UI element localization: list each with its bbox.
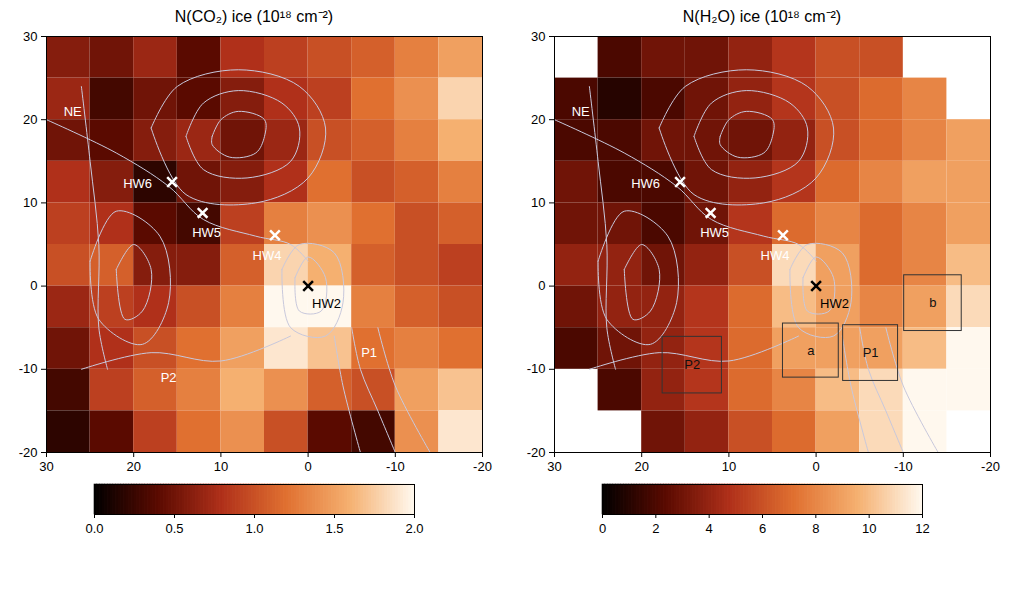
svg-text:P2: P2 bbox=[161, 370, 177, 385]
svg-text:HW4: HW4 bbox=[761, 248, 790, 263]
svg-text:P1: P1 bbox=[361, 345, 377, 360]
svg-text:b: b bbox=[929, 295, 936, 310]
svg-text:HW2: HW2 bbox=[312, 296, 341, 311]
svg-text:0: 0 bbox=[812, 459, 819, 474]
svg-text:12: 12 bbox=[915, 521, 929, 536]
svg-text:-10: -10 bbox=[894, 459, 913, 474]
svg-text:-20: -20 bbox=[527, 445, 546, 460]
svg-text:2: 2 bbox=[652, 521, 659, 536]
svg-text:NE: NE bbox=[64, 104, 82, 119]
svg-text:8: 8 bbox=[812, 521, 819, 536]
svg-text:10: 10 bbox=[23, 195, 37, 210]
svg-text:a: a bbox=[807, 343, 815, 358]
svg-text:P1: P1 bbox=[863, 345, 879, 360]
svg-text:-20: -20 bbox=[473, 459, 492, 474]
svg-text:10: 10 bbox=[862, 521, 876, 536]
svg-text:20: 20 bbox=[531, 112, 545, 127]
svg-text:-10: -10 bbox=[527, 361, 546, 376]
svg-text:4: 4 bbox=[706, 521, 713, 536]
svg-text:0: 0 bbox=[599, 521, 606, 536]
svg-text:-20: -20 bbox=[19, 445, 38, 460]
svg-text:2.0: 2.0 bbox=[405, 521, 423, 536]
svg-text:0: 0 bbox=[538, 278, 545, 293]
svg-text:6: 6 bbox=[759, 521, 766, 536]
svg-text:1.0: 1.0 bbox=[245, 521, 263, 536]
svg-text:10: 10 bbox=[531, 195, 545, 210]
svg-text:0.0: 0.0 bbox=[85, 521, 103, 536]
svg-text:0.5: 0.5 bbox=[165, 521, 183, 536]
svg-text:HW6: HW6 bbox=[631, 176, 660, 191]
html-text:N(CO₂) ice (10¹⁸ cm⁻²): N(CO₂) ice (10¹⁸ cm⁻²) bbox=[174, 8, 334, 25]
svg-text:HW5: HW5 bbox=[192, 225, 221, 240]
svg-text:30: 30 bbox=[531, 29, 545, 44]
svg-text:NE: NE bbox=[572, 104, 590, 119]
svg-text:20: 20 bbox=[126, 459, 140, 474]
svg-text:-20: -20 bbox=[981, 459, 1000, 474]
svg-text:HW2: HW2 bbox=[820, 296, 849, 311]
svg-text:30: 30 bbox=[547, 459, 561, 474]
svg-text:HW4: HW4 bbox=[253, 248, 282, 263]
svg-text:10: 10 bbox=[722, 459, 736, 474]
svg-text:1.5: 1.5 bbox=[325, 521, 343, 536]
svg-text:HW6: HW6 bbox=[123, 176, 152, 191]
svg-text:HW5: HW5 bbox=[700, 225, 729, 240]
svg-text:30: 30 bbox=[39, 459, 53, 474]
svg-text:P2: P2 bbox=[684, 357, 700, 372]
svg-text:-10: -10 bbox=[386, 459, 405, 474]
svg-text:30: 30 bbox=[23, 29, 37, 44]
html-text:N(H₂O) ice (10¹⁸ cm⁻²): N(H₂O) ice (10¹⁸ cm⁻²) bbox=[682, 8, 842, 25]
svg-text:0: 0 bbox=[30, 278, 37, 293]
svg-text:-10: -10 bbox=[19, 361, 38, 376]
svg-text:20: 20 bbox=[23, 112, 37, 127]
svg-text:20: 20 bbox=[634, 459, 648, 474]
svg-text:10: 10 bbox=[214, 459, 228, 474]
svg-text:0: 0 bbox=[304, 459, 311, 474]
